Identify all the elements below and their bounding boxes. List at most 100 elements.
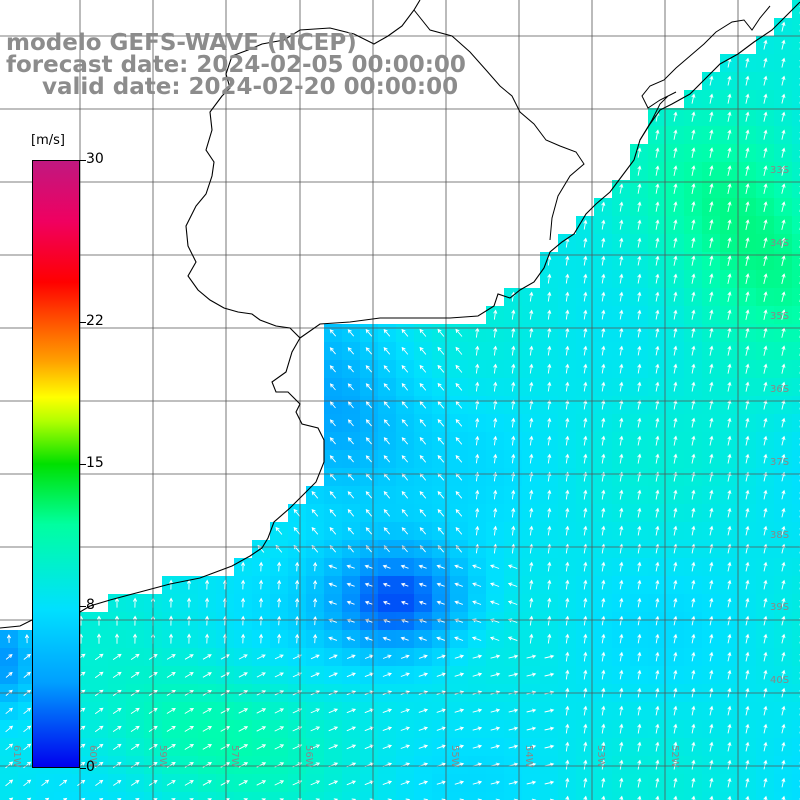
wind-arrow [655, 363, 660, 374]
wind-arrow [709, 165, 714, 176]
wind-arrow [508, 708, 519, 713]
wind-arrow [365, 455, 372, 463]
wind-arrow [436, 708, 447, 713]
wind-arrow [727, 759, 732, 770]
wind-arrow [346, 708, 357, 714]
wind-arrow [727, 489, 732, 500]
wind-arrow [709, 363, 714, 374]
wind-arrow [565, 435, 570, 446]
wind-arrow [691, 381, 696, 392]
wind-arrow [763, 525, 768, 536]
wind-cell [108, 792, 127, 800]
wind-arrow [709, 705, 714, 716]
wind-arrow [437, 401, 445, 409]
wind-arrow [565, 507, 570, 518]
wind-arrow [5, 725, 14, 733]
wind-arrow [383, 419, 390, 427]
wind-arrow [565, 381, 570, 392]
wind-arrow [454, 600, 463, 605]
wind-arrow [529, 615, 534, 626]
wind-cell [180, 792, 199, 800]
wind-arrow [220, 726, 231, 732]
wind-arrow [8, 797, 14, 800]
wind-arrow [673, 723, 678, 734]
wind-arrow [619, 381, 624, 392]
wind-arrow [745, 93, 750, 104]
wind-arrow [238, 726, 249, 732]
wind-arrow [745, 615, 750, 626]
wind-cell [504, 792, 523, 800]
wind-arrow [313, 633, 318, 644]
wind-arrow [507, 600, 518, 605]
wind-arrow [583, 597, 588, 608]
wind-arrow [727, 237, 732, 248]
wind-arrow [493, 489, 498, 500]
wind-arrow [655, 255, 660, 266]
wind-arrow [745, 399, 750, 410]
wind-arrow [727, 219, 732, 230]
wind-arrow [400, 564, 409, 569]
wind-cell [792, 90, 800, 109]
wind-arrow [583, 525, 588, 536]
wind-arrow [673, 651, 678, 662]
wind-arrow [637, 327, 642, 338]
wind-arrow [493, 525, 498, 536]
wind-arrow [601, 759, 606, 770]
wind-cell [792, 576, 800, 595]
wind-arrow [619, 525, 624, 536]
wind-arrow [63, 797, 68, 800]
wind-cell [162, 792, 181, 800]
wind-arrow [673, 759, 678, 770]
wind-arrow [274, 654, 284, 660]
wind-cell [684, 792, 703, 800]
wind-arrow [419, 400, 427, 409]
wind-cell [792, 0, 800, 19]
wind-arrow [507, 582, 518, 587]
wind-arrow [673, 111, 678, 122]
wind-arrow [259, 579, 264, 590]
wind-arrow [256, 708, 267, 714]
wind-arrow [583, 381, 588, 392]
wind-arrow [329, 401, 336, 409]
wind-arrow [673, 255, 678, 266]
wind-arrow [601, 255, 606, 266]
wind-arrow [418, 564, 427, 569]
wind-arrow [655, 147, 660, 158]
wind-arrow [637, 165, 642, 176]
wind-arrow [691, 93, 696, 104]
wind-arrow [745, 165, 750, 176]
latitude-label: 37S [770, 457, 789, 468]
wind-cell [486, 792, 505, 800]
wind-arrow [655, 579, 660, 590]
wind-arrow [454, 708, 465, 713]
wind-cell [792, 504, 800, 523]
wind-arrow [745, 237, 750, 248]
wind-arrow [365, 419, 372, 427]
wind-arrow [526, 672, 537, 677]
wind-arrow [583, 237, 588, 248]
wind-arrow [619, 201, 624, 212]
wind-arrow [328, 780, 339, 786]
wind-arrow [709, 273, 714, 284]
wind-arrow [655, 399, 660, 410]
wind-arrow [347, 347, 355, 355]
wind-arrow [256, 762, 267, 768]
wind-arrow [745, 507, 750, 518]
wind-arrow [673, 633, 678, 644]
wind-arrow [619, 417, 624, 428]
wind-cell [630, 792, 649, 800]
latitude-label: 36S [770, 384, 789, 395]
wind-arrow [565, 597, 570, 608]
estuary-coast-path [299, 1, 800, 339]
wind-arrow [59, 779, 68, 787]
wind-arrow [727, 75, 732, 86]
wind-arrow [601, 399, 606, 410]
wind-arrow [691, 633, 696, 644]
wind-arrow [184, 762, 194, 768]
wind-arrow [763, 273, 768, 285]
wind-arrow [508, 744, 519, 749]
wind-arrow [709, 777, 714, 788]
wind-arrow [673, 129, 678, 140]
wind-arrow [472, 564, 482, 569]
wind-arrow [763, 363, 768, 374]
